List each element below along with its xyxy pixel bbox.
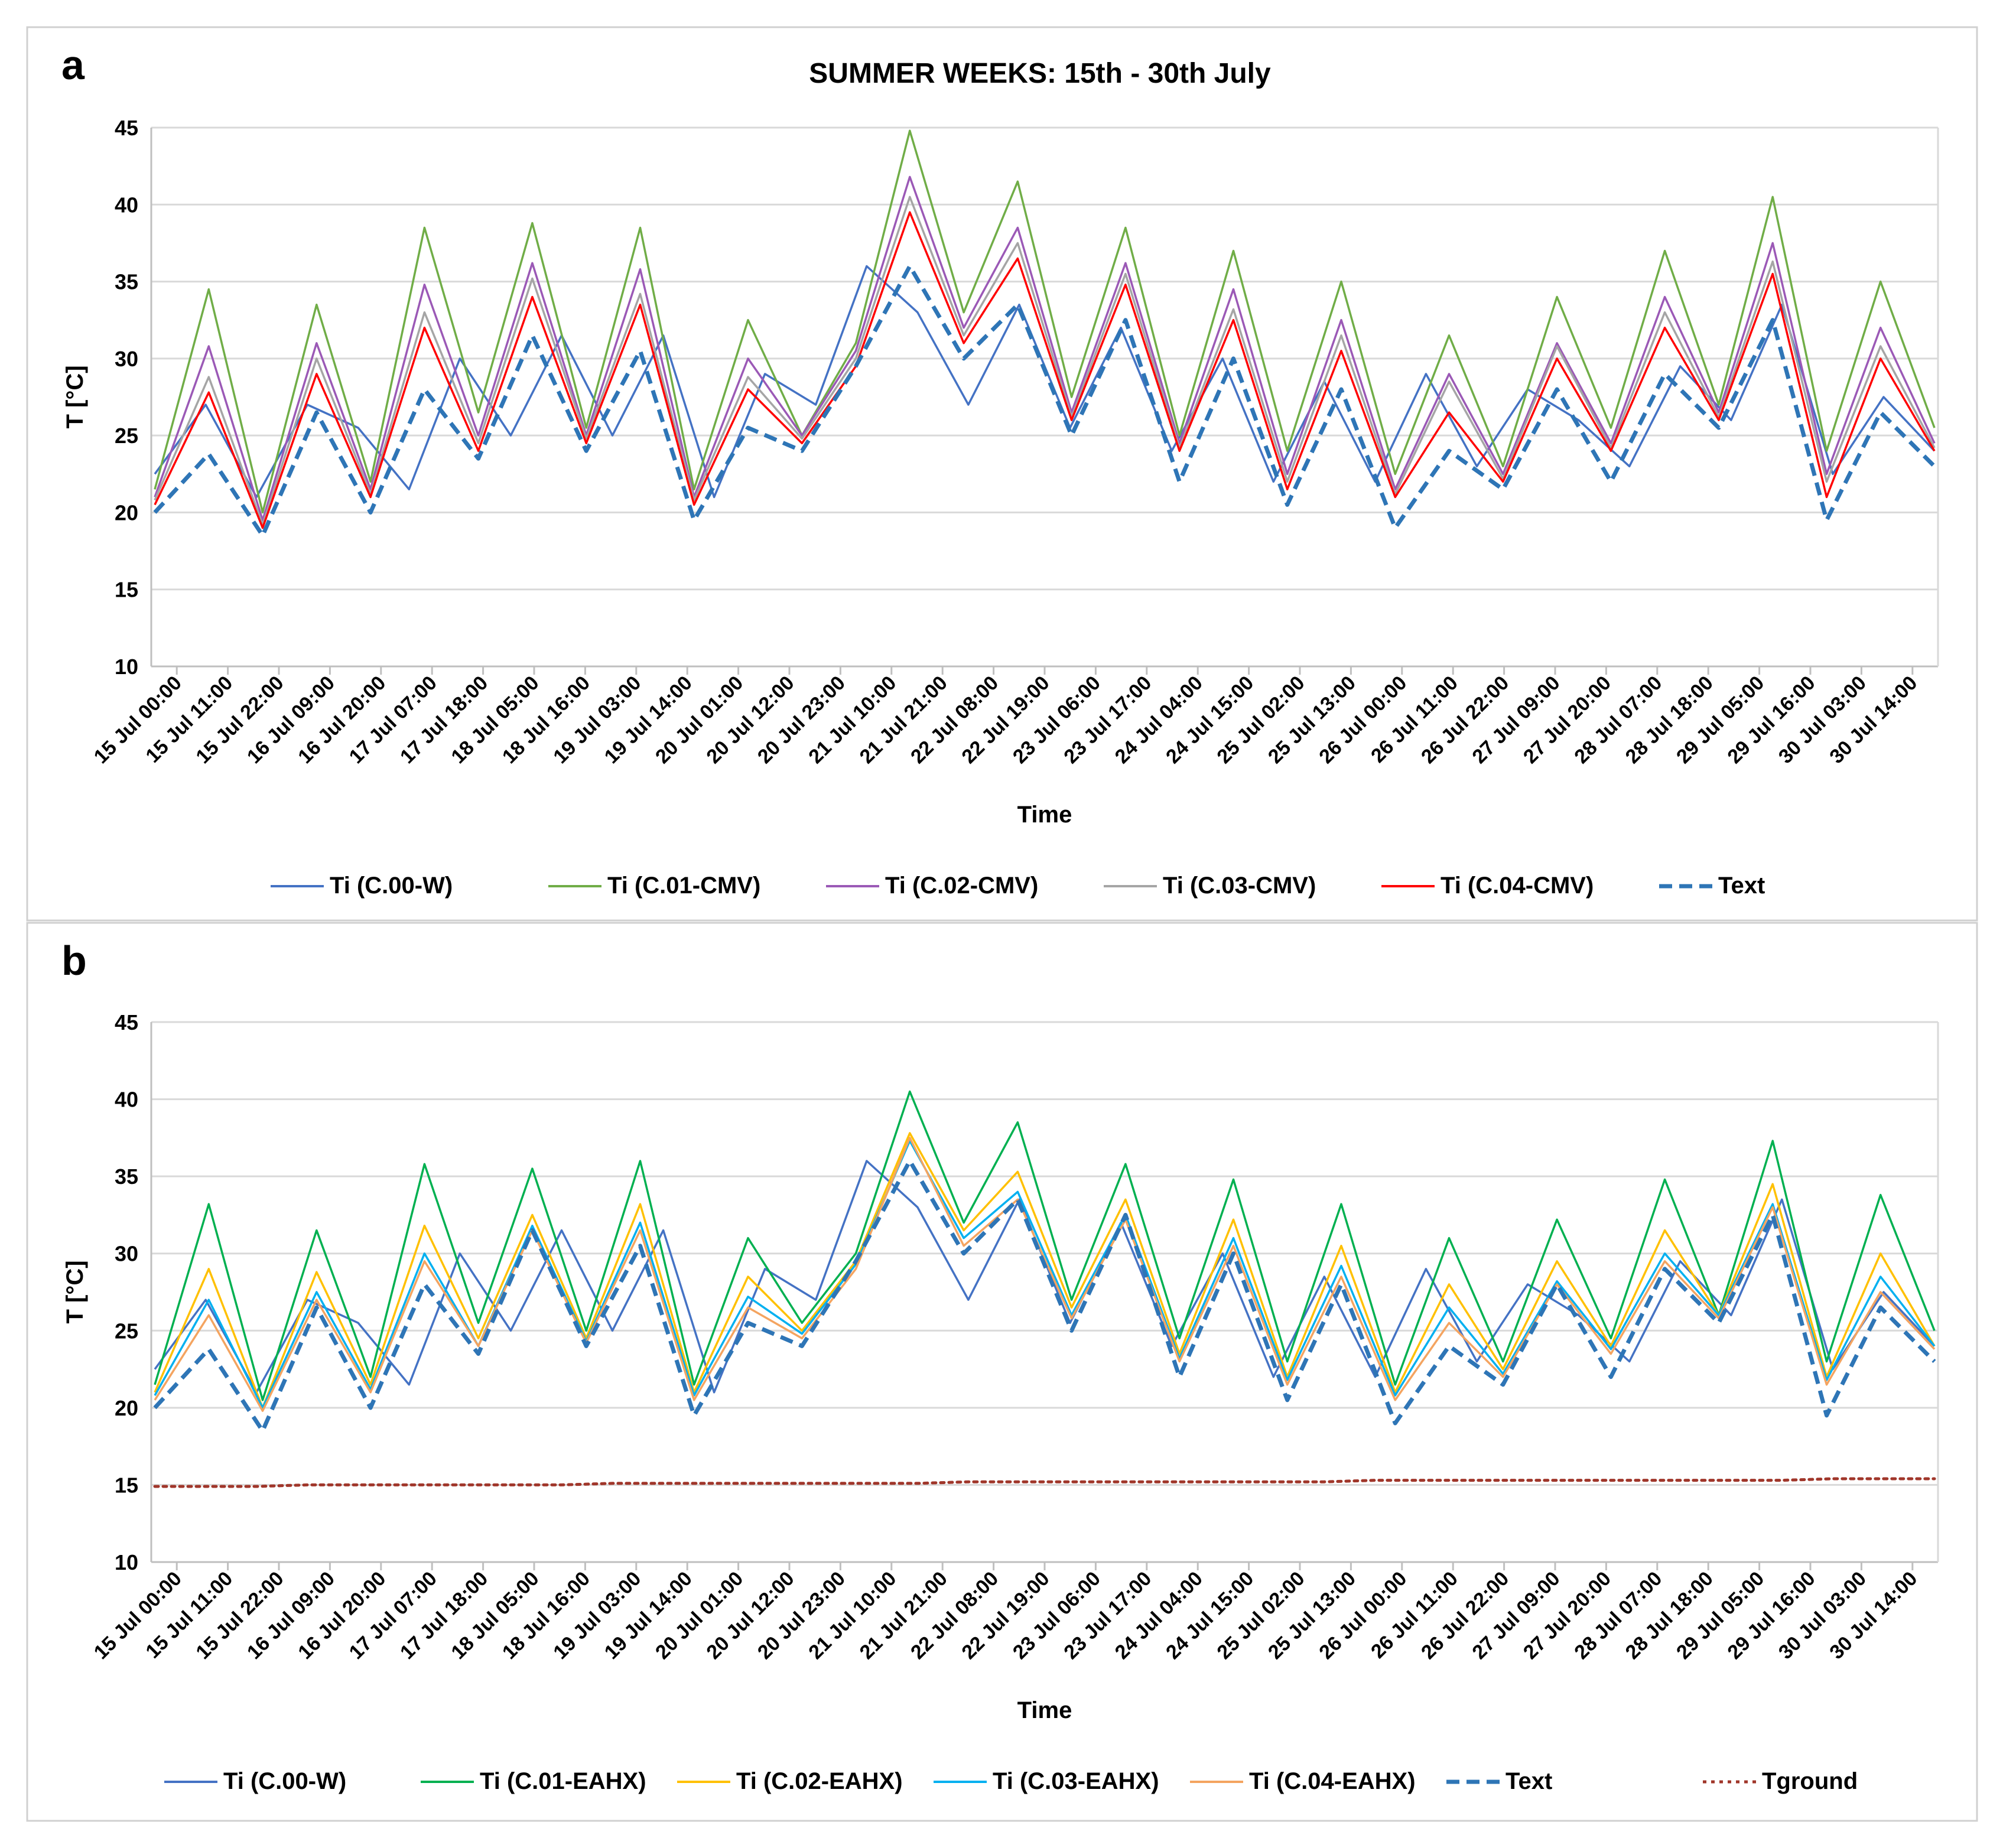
panel-a-legend-label-ti-c-02-cmv: Ti (C.02-CMV) xyxy=(885,873,1038,899)
panel-b-legend-label-ti-c-01-eahx: Ti (C.01-EAHX) xyxy=(480,1768,646,1794)
panel-a-ytick-40: 40 xyxy=(115,193,138,217)
panel-a-legend-label-ti-c-01-cmv: Ti (C.01-CMV) xyxy=(607,873,760,899)
panel-a-frame xyxy=(26,26,1978,922)
panel-a-ytick-30: 30 xyxy=(115,347,138,371)
panel-a-series-ti-c-04-cmv xyxy=(154,211,1936,529)
panel-b-legend-label-ti-c-03-eahx: Ti (C.03-EAHX) xyxy=(993,1768,1159,1794)
panel-a-series-ti-c-03-cmv xyxy=(154,196,1936,526)
panel-b-legend-label-tground: Tground xyxy=(1762,1768,1858,1794)
panel-b-ytick-45: 45 xyxy=(115,1010,138,1034)
panel-b-series-ti-c-04-eahx xyxy=(154,1137,1936,1412)
panel-b-ytick-35: 35 xyxy=(115,1164,138,1189)
panel-a-ytick-25: 25 xyxy=(115,424,138,448)
panel-a-legend-label-ti-c-00-w: Ti (C.00-W) xyxy=(330,873,453,899)
panel-a-legend-label-ti-c-03-cmv: Ti (C.03-CMV) xyxy=(1163,873,1316,899)
panel-a-letter: a xyxy=(61,42,85,88)
panel-b-frame xyxy=(26,922,1978,1822)
panel-a-ytick-20: 20 xyxy=(115,500,138,525)
panel-b-legend-label-text: Text xyxy=(1505,1768,1552,1794)
panel-a-ytick-35: 35 xyxy=(115,270,138,294)
panel-b-ytick-30: 30 xyxy=(115,1242,138,1266)
panel-b-ytick-15: 15 xyxy=(115,1473,138,1497)
panel-b-x-axis-title: Time xyxy=(1017,1697,1072,1723)
panel-b-series-ti-c-02-eahx xyxy=(154,1132,1936,1409)
panel-a-title: SUMMER WEEKS: 15th - 30th July xyxy=(809,58,1271,89)
panel-b-letter: b xyxy=(61,938,87,984)
panel-b-series-tground xyxy=(153,1477,1936,1488)
panel-b-legend-label-ti-c-02-eahx: Ti (C.02-EAHX) xyxy=(736,1768,903,1794)
panel-a-y-axis-title: T [°C] xyxy=(62,365,88,428)
panel-b-ytick-40: 40 xyxy=(115,1088,138,1112)
panel-b-legend-label-ti-c-00-w: Ti (C.00-W) xyxy=(223,1768,346,1794)
panel-a-ytick-10: 10 xyxy=(115,655,138,679)
panel-b-series-text xyxy=(153,1159,1936,1433)
panel-a-legend-label-ti-c-04-cmv: Ti (C.04-CMV) xyxy=(1441,873,1594,899)
panel-b-series-ti-c-01-eahx xyxy=(154,1090,1936,1401)
panel-b-legend-label-ti-c-04-eahx: Ti (C.04-EAHX) xyxy=(1249,1768,1416,1794)
panel-b-ytick-10: 10 xyxy=(115,1550,138,1574)
panel-a-x-axis-title: Time xyxy=(1017,802,1072,828)
panel-a-series-ti-c-01-cmv xyxy=(154,129,1936,514)
panel-b-series-ti-c-03-eahx xyxy=(154,1140,1936,1409)
panel-a-series-text xyxy=(153,264,1936,538)
panel-a-legend-label-text: Text xyxy=(1718,873,1765,899)
panel-b-ytick-25: 25 xyxy=(115,1319,138,1343)
panel-a-ytick-15: 15 xyxy=(115,578,138,602)
panel-b-ytick-20: 20 xyxy=(115,1396,138,1420)
panel-b-y-axis-title: T [°C] xyxy=(62,1260,88,1323)
panel-a-series-ti-c-02-cmv xyxy=(154,175,1936,522)
panel-a-ytick-45: 45 xyxy=(115,116,138,140)
